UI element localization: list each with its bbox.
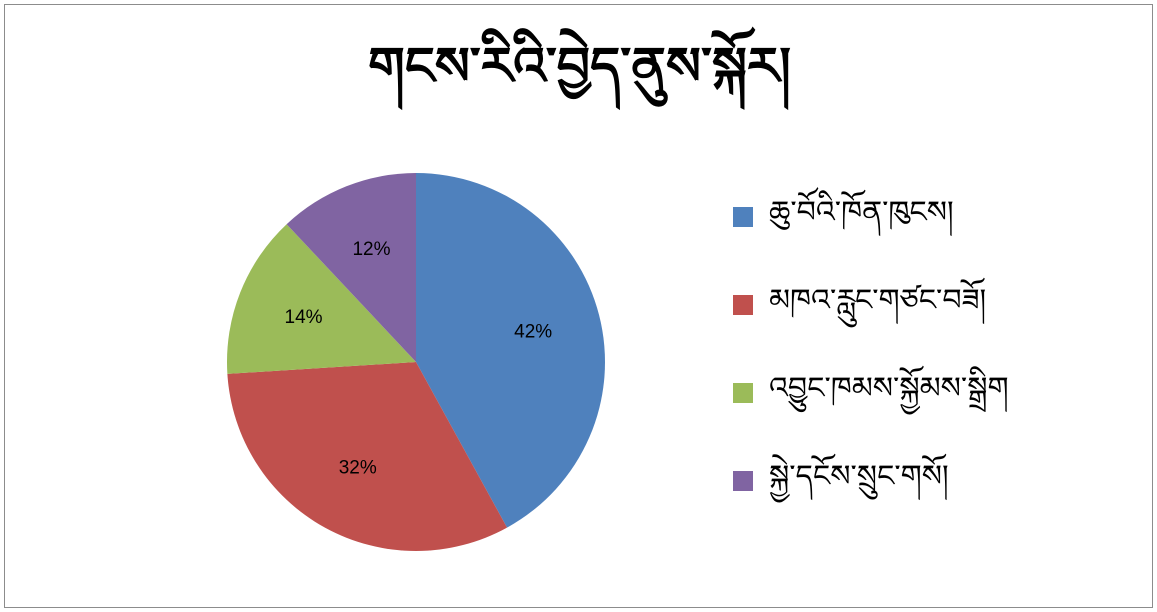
pie-slice xyxy=(227,362,508,551)
pie-slices xyxy=(227,173,605,551)
legend-swatch xyxy=(733,383,753,403)
slice-data-label: 32% xyxy=(339,457,377,478)
legend-swatch xyxy=(733,471,753,491)
chart-area: 42% 32% 14% 12% གངས་རིའི་བྱེད་ནུས་སྐོར། ཆུ་… xyxy=(4,4,1153,608)
legend-label: སྐྱེ་དངོས་སྲུང་གསོ། xyxy=(769,459,949,494)
pie-slice xyxy=(286,173,416,362)
slice-data-label: 12% xyxy=(352,239,390,260)
legend-item: འབྱུང་ཁམས་སྐྱོམས་སྒྲིག xyxy=(733,361,1133,449)
legend-label: མཁའ་རླུང་གཙང་བཟོ། xyxy=(769,283,987,318)
pie-data-labels: 42% 32% 14% 12% xyxy=(285,239,553,478)
legend-label: ཆུ་བོའི་ཁོན་ཁུངས། xyxy=(769,195,954,230)
legend-label: འབྱུང་ཁམས་སྐྱོམས་སྒྲིག xyxy=(769,371,1009,406)
pie-slice xyxy=(227,224,416,374)
pie-chart: 42% 32% 14% 12% xyxy=(227,173,605,551)
legend-item: སྐྱེ་དངོས་སྲུང་གསོ། xyxy=(733,449,1133,537)
legend-swatch xyxy=(733,207,753,227)
legend-swatch xyxy=(733,295,753,315)
legend-item: ཆུ་བོའི་ཁོན་ཁུངས། xyxy=(733,185,1133,273)
slice-data-label: 14% xyxy=(285,307,323,328)
slice-data-label: 42% xyxy=(514,321,552,342)
pie-slice xyxy=(416,173,605,528)
chart-title: གངས་རིའི་བྱེད་ནུས་སྐོར། xyxy=(368,36,791,97)
legend: ཆུ་བོའི་ཁོན་ཁུངས། མཁའ་རླུང་གཙང་བཟོ། འབྱུ… xyxy=(733,185,1133,537)
legend-item: མཁའ་རླུང་གཙང་བཟོ། xyxy=(733,273,1133,361)
